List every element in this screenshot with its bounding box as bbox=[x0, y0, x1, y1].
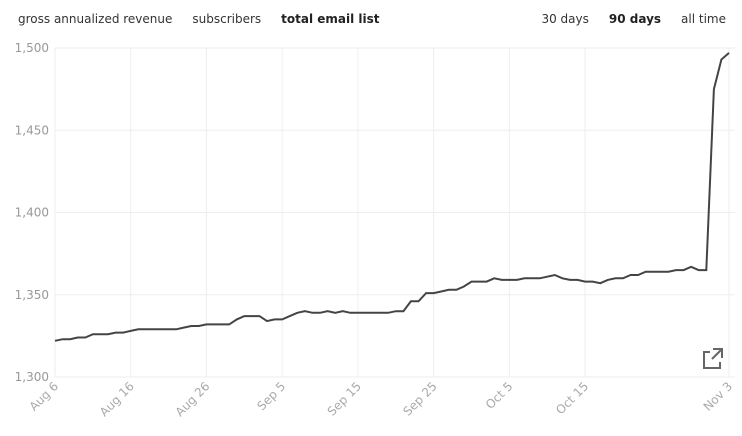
metric-tab[interactable]: total email list bbox=[281, 12, 380, 26]
range-tabs: 30 days 90 days all time bbox=[541, 12, 726, 26]
x-tick-label: Aug 6 bbox=[27, 379, 62, 414]
metric-tab[interactable]: gross annualized revenue bbox=[18, 12, 173, 26]
x-tick-label: Oct 5 bbox=[483, 379, 516, 412]
y-tick-label: 1,400 bbox=[15, 206, 49, 220]
x-tick-label: Aug 16 bbox=[97, 379, 137, 419]
x-tick-label: Sep 15 bbox=[325, 379, 364, 418]
x-tick-label: Oct 15 bbox=[553, 379, 591, 417]
y-tick-label: 1,350 bbox=[15, 288, 49, 302]
x-tick-label: Sep 5 bbox=[254, 379, 288, 413]
y-tick-label: 1,450 bbox=[15, 123, 49, 137]
x-tick-label: Sep 25 bbox=[400, 379, 439, 418]
external-link-icon[interactable] bbox=[703, 348, 723, 369]
range-tab[interactable]: 30 days bbox=[541, 12, 589, 26]
y-tick-label: 1,500 bbox=[15, 41, 49, 55]
line bbox=[54, 52, 730, 342]
x-tick-label: Nov 3 bbox=[701, 379, 736, 414]
x-tick-label: Aug 26 bbox=[173, 379, 213, 419]
y-tick-label: 1,300 bbox=[15, 370, 49, 384]
range-tab[interactable]: all time bbox=[681, 12, 726, 26]
range-tab[interactable]: 90 days bbox=[608, 12, 662, 26]
metric-tabs: gross annualized revenue subscribers tot… bbox=[18, 12, 380, 26]
metric-tab[interactable]: subscribers bbox=[192, 12, 262, 26]
